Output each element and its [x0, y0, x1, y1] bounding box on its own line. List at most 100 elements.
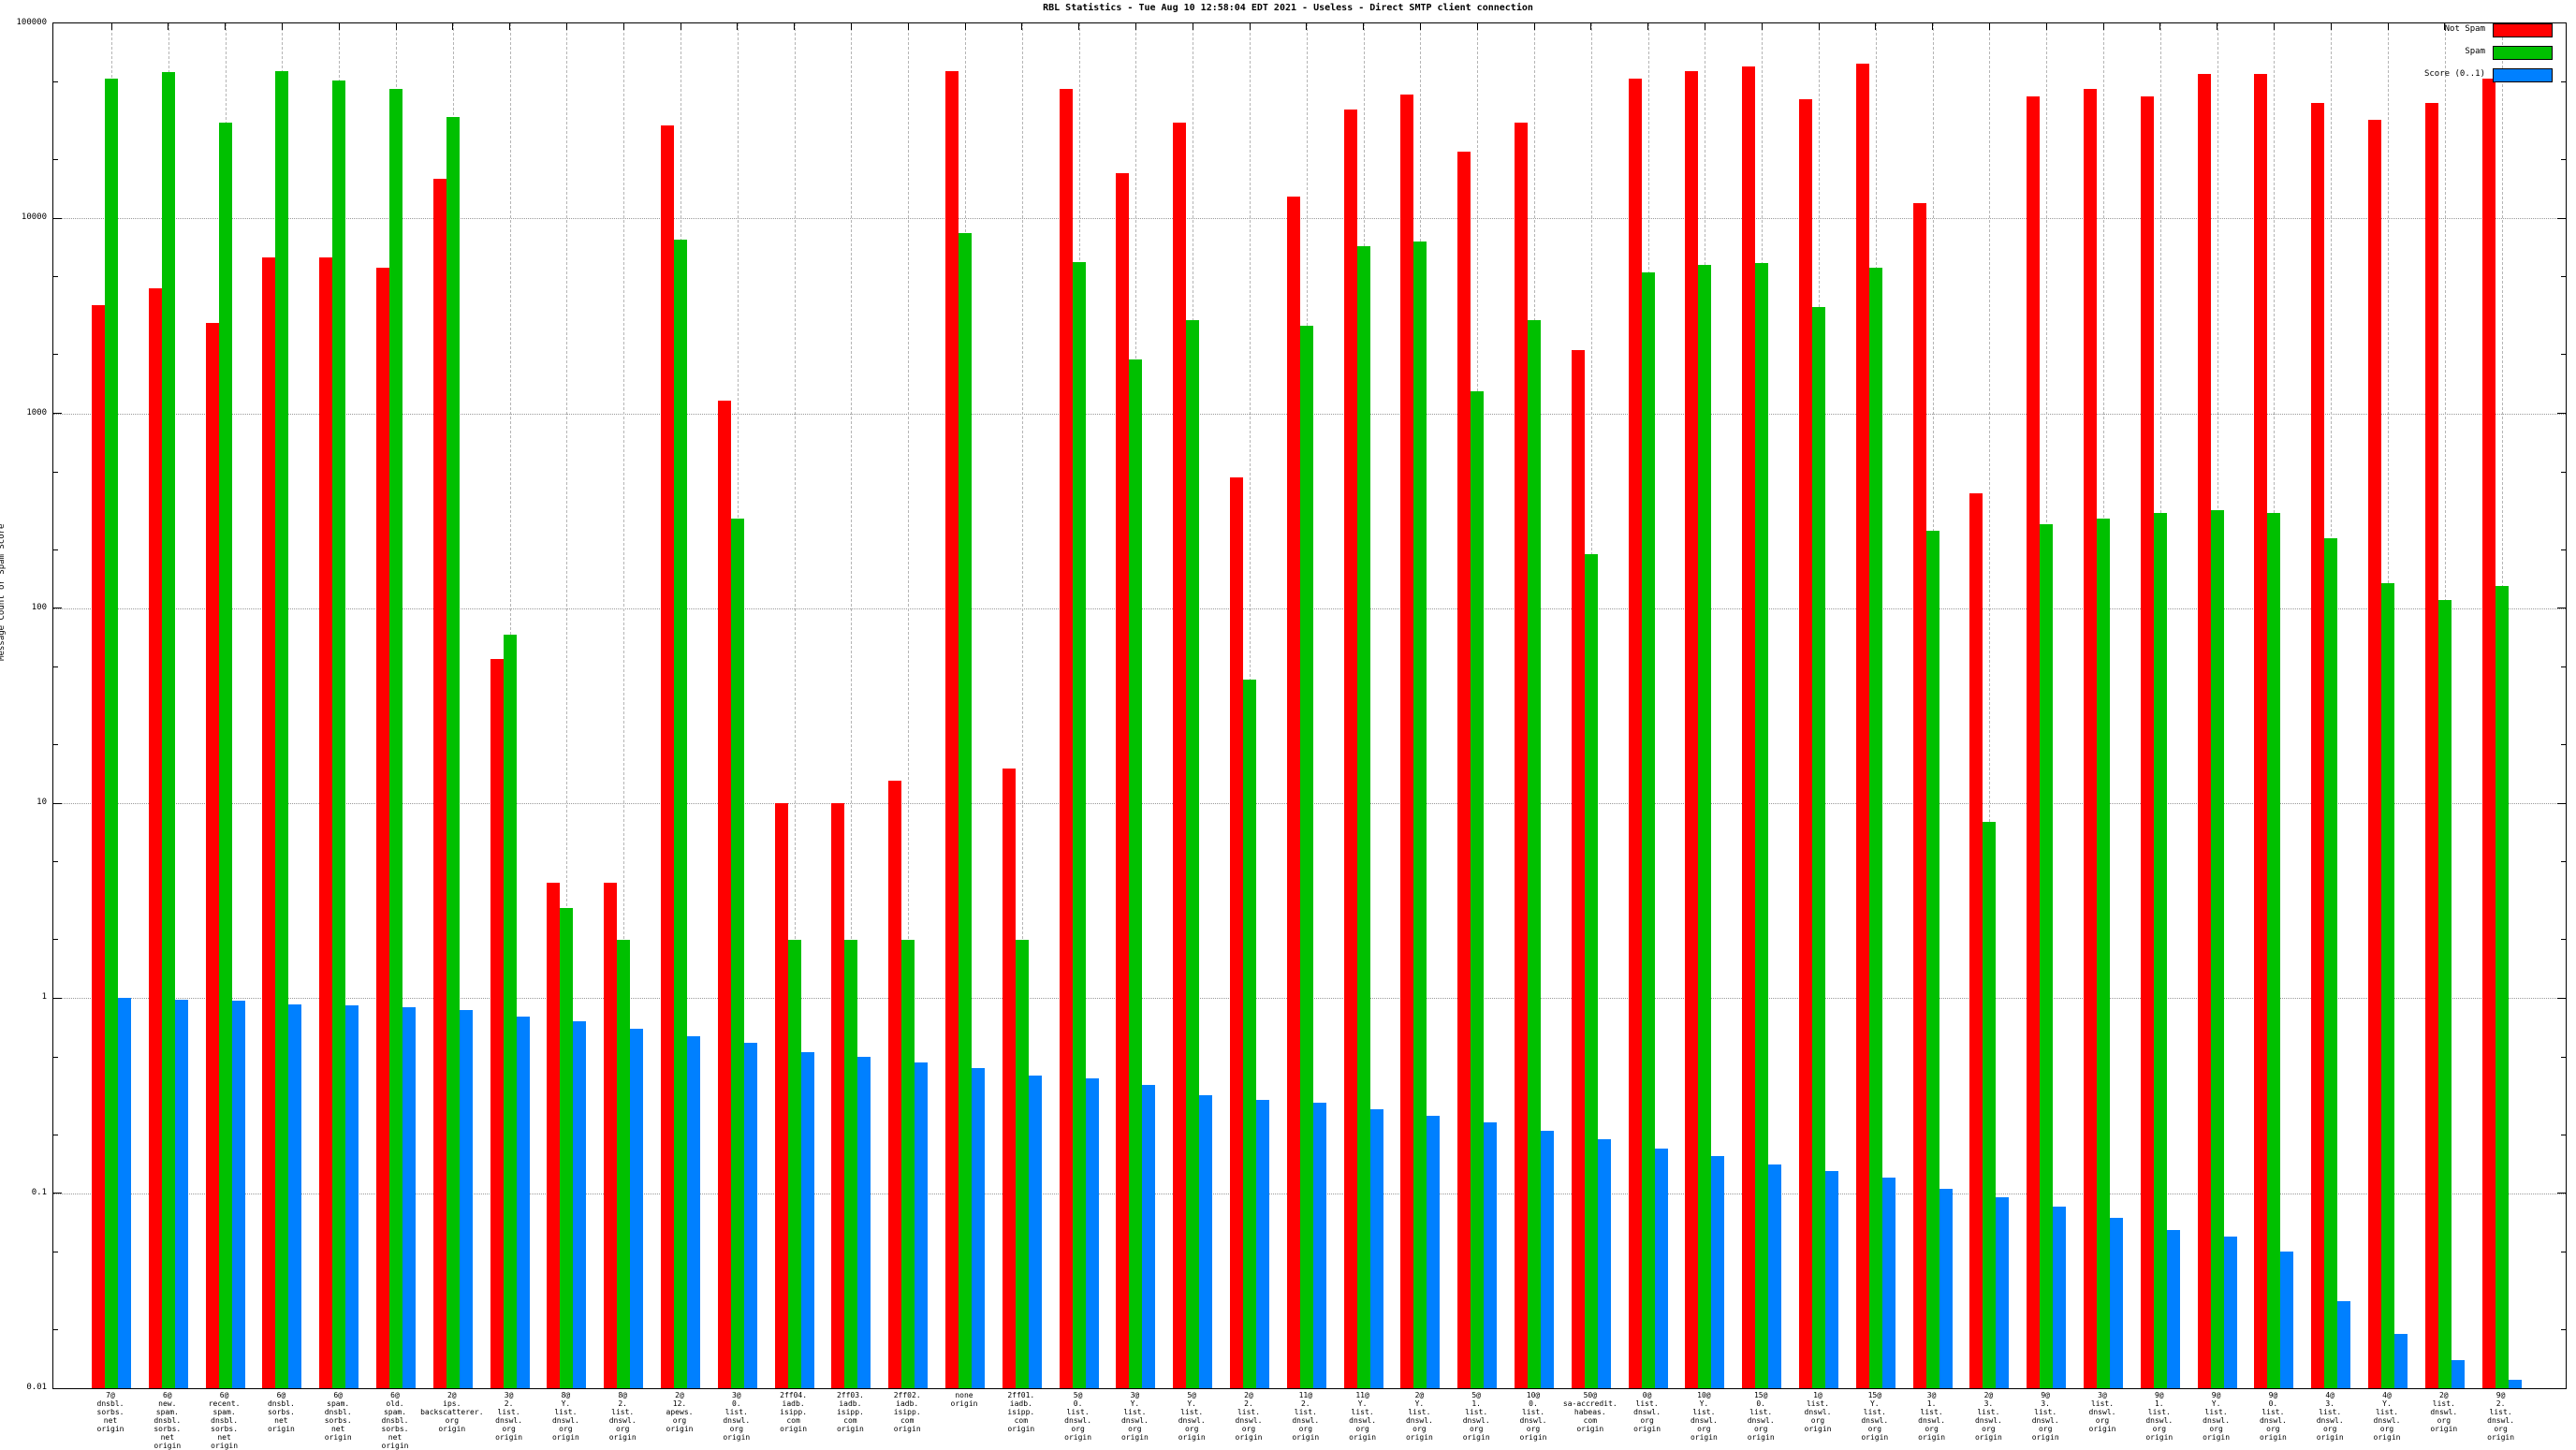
bar-not-spam	[2254, 74, 2268, 1388]
legend-label-spam: Spam	[2465, 47, 2485, 56]
x-category-label: 2@ Y. list. dnswl. org origin	[1405, 1391, 1433, 1442]
bar-not-spam	[1685, 70, 1699, 1388]
x-category-label: 3@ list. dnswl. org origin	[2088, 1391, 2116, 1433]
bar-spam	[2381, 582, 2394, 1388]
bar-score-0-1-	[2280, 1252, 2294, 1388]
y-major-tick-left	[53, 997, 62, 999]
bar-spam	[674, 239, 687, 1388]
x-gridline	[794, 23, 796, 1388]
x-category-label: 6@ spam. dnsbl. sorbs. net origin	[324, 1391, 352, 1442]
bar-score-0-1-	[2053, 1207, 2067, 1388]
bar-not-spam	[2311, 103, 2325, 1388]
bar-spam	[1015, 939, 1029, 1388]
x-tick-top	[2330, 23, 2332, 30]
bar-score-0-1-	[1085, 1077, 1099, 1388]
bar-spam	[161, 72, 175, 1388]
y-minor-tick-left	[53, 1328, 58, 1330]
bar-score-0-1-	[1654, 1148, 1668, 1388]
bar-spam	[959, 233, 972, 1388]
x-category-label: 9@ 3. list. dnswl. org origin	[2031, 1391, 2059, 1442]
x-tick-top	[452, 23, 454, 30]
x-category-label: 50@ sa-accredit. habeas. com origin	[1562, 1391, 1617, 1433]
bar-spam	[1755, 263, 1769, 1388]
x-category-label: 5@ 0. list. dnswl. org origin	[1064, 1391, 1092, 1442]
x-category-label: 1@ list. dnswl. org origin	[1804, 1391, 1832, 1433]
bar-score-0-1-	[1597, 1138, 1611, 1388]
x-tick-top	[2444, 23, 2446, 30]
bar-spam	[105, 79, 118, 1388]
bar-not-spam	[1230, 476, 1243, 1388]
y-minor-tick-left	[53, 939, 58, 941]
bar-score-0-1-	[1028, 1076, 1042, 1388]
x-gridline	[1989, 23, 1991, 1388]
bar-spam	[218, 122, 232, 1388]
bar-not-spam	[717, 401, 731, 1388]
y-minor-tick-right	[2561, 159, 2566, 161]
y-minor-tick-left	[53, 159, 58, 161]
bar-spam	[1812, 307, 1825, 1388]
bar-not-spam	[1969, 492, 1983, 1388]
x-tick-top	[850, 23, 852, 30]
bar-not-spam	[2368, 120, 2381, 1388]
y-tick-label: 10000	[21, 212, 47, 223]
bar-spam	[844, 939, 858, 1388]
bar-spam	[389, 89, 402, 1388]
bar-not-spam	[432, 178, 446, 1388]
bar-score-0-1-	[687, 1035, 700, 1388]
bar-not-spam	[1002, 769, 1016, 1388]
bar-spam	[2097, 518, 2110, 1388]
x-category-label: 3@ 1. list. dnswl. org origin	[1918, 1391, 1946, 1442]
bar-not-spam	[1799, 98, 1812, 1388]
y-minor-tick-left	[53, 354, 58, 356]
bar-not-spam	[1457, 151, 1471, 1388]
bar-spam	[332, 80, 346, 1388]
y-minor-tick-left	[53, 861, 58, 863]
y-major-tick-left	[53, 217, 62, 219]
bar-score-0-1-	[1427, 1115, 1441, 1388]
bar-not-spam	[661, 124, 674, 1388]
y-minor-tick-right	[2561, 1056, 2566, 1058]
bar-score-0-1-	[800, 1051, 814, 1388]
bar-score-0-1-	[743, 1043, 757, 1388]
bar-spam	[2040, 524, 2054, 1388]
bar-score-0-1-	[1825, 1170, 1838, 1388]
x-tick-top	[622, 23, 624, 30]
x-tick-top	[225, 23, 227, 30]
chart-title: RBL Statistics - Tue Aug 10 12:58:04 EDT…	[1043, 3, 1533, 13]
bar-not-spam	[319, 257, 333, 1388]
y-minor-tick-right	[2561, 939, 2566, 941]
bar-spam	[1299, 326, 1313, 1388]
bar-not-spam	[1173, 122, 1187, 1388]
bar-spam	[1413, 242, 1427, 1388]
x-tick-top	[737, 23, 739, 30]
x-category-label: 11@ 2. list. dnswl. org origin	[1292, 1391, 1320, 1442]
bar-score-0-1-	[174, 1000, 188, 1388]
x-category-label: 4@ 3. list. dnswl. org origin	[2316, 1391, 2344, 1442]
bar-spam	[1072, 261, 1086, 1388]
y-tick-label: 0.1	[31, 1187, 47, 1197]
y-minor-tick-left	[53, 549, 58, 550]
x-category-label: 5@ 1. list. dnswl. org origin	[1462, 1391, 1490, 1442]
x-category-label: 3@ 2. list. dnswl. org origin	[495, 1391, 523, 1442]
x-tick-top	[907, 23, 909, 30]
bar-spam	[730, 518, 744, 1388]
bar-not-spam	[2197, 74, 2211, 1388]
x-tick-top	[1363, 23, 1365, 30]
bar-not-spam	[1515, 122, 1528, 1388]
x-category-label: 2ff02. iadb. isipp. com origin	[893, 1391, 921, 1433]
legend-swatch-score	[2493, 68, 2553, 82]
bar-not-spam	[604, 883, 618, 1388]
bar-not-spam	[888, 781, 902, 1388]
x-gridline	[851, 23, 853, 1388]
y-major-tick-left	[53, 802, 62, 804]
bar-score-0-1-	[1484, 1122, 1498, 1388]
x-category-label: 2@ 2. list. dnswl. org origin	[1235, 1391, 1263, 1442]
x-category-label: 6@ recent. spam. dnsbl. sorbs. net origi…	[208, 1391, 241, 1450]
bar-spam	[1698, 264, 1712, 1388]
y-minor-tick-right	[2561, 471, 2566, 473]
x-tick-top	[565, 23, 567, 30]
bar-spam	[2437, 600, 2452, 1388]
x-category-label: 8@ Y. list. dnswl. org origin	[551, 1391, 579, 1442]
bar-spam	[2210, 509, 2224, 1388]
x-gridline	[908, 23, 910, 1388]
